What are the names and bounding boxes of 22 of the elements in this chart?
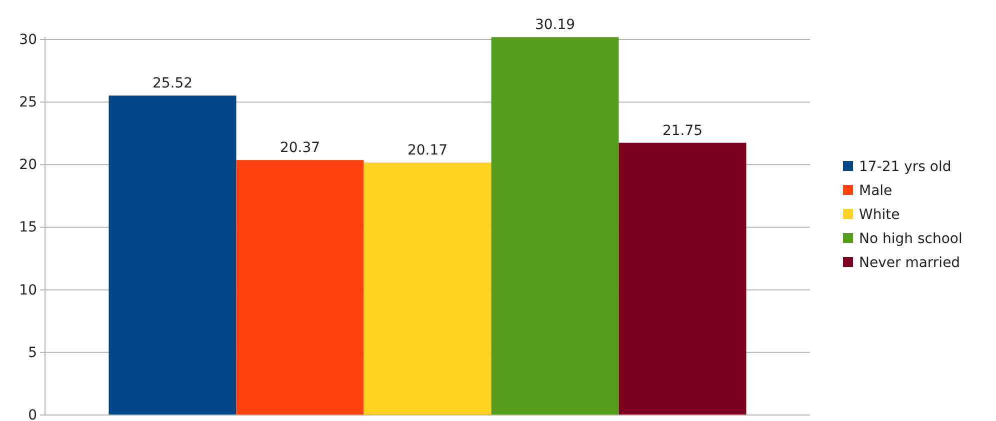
data-label: 30.19: [534, 17, 576, 34]
legend-label: Never married: [859, 254, 960, 271]
legend-label: White: [859, 206, 900, 223]
legend-label: Male: [859, 182, 892, 199]
bar: [491, 37, 619, 415]
data-label: 20.17: [407, 142, 448, 159]
bar: [236, 160, 364, 415]
data-label: 20.37: [280, 140, 320, 156]
y-tick-label: 5: [28, 344, 37, 361]
y-tick-label: 10: [19, 282, 37, 298]
y-tick-label: 30: [19, 32, 37, 48]
bar: [364, 162, 492, 415]
data-label: 25.52: [152, 76, 193, 92]
legend-label: No high school: [859, 230, 962, 247]
y-tick-label: 20: [19, 157, 37, 174]
bar: [108, 96, 236, 415]
y-tick-label: 25: [19, 94, 37, 111]
y-tick-label: 15: [19, 220, 37, 236]
y-tick-label: 0: [28, 407, 37, 421]
data-label: 21.75: [662, 122, 703, 139]
bar: [618, 142, 746, 415]
legend-label: 17-21 yrs old: [859, 158, 952, 175]
